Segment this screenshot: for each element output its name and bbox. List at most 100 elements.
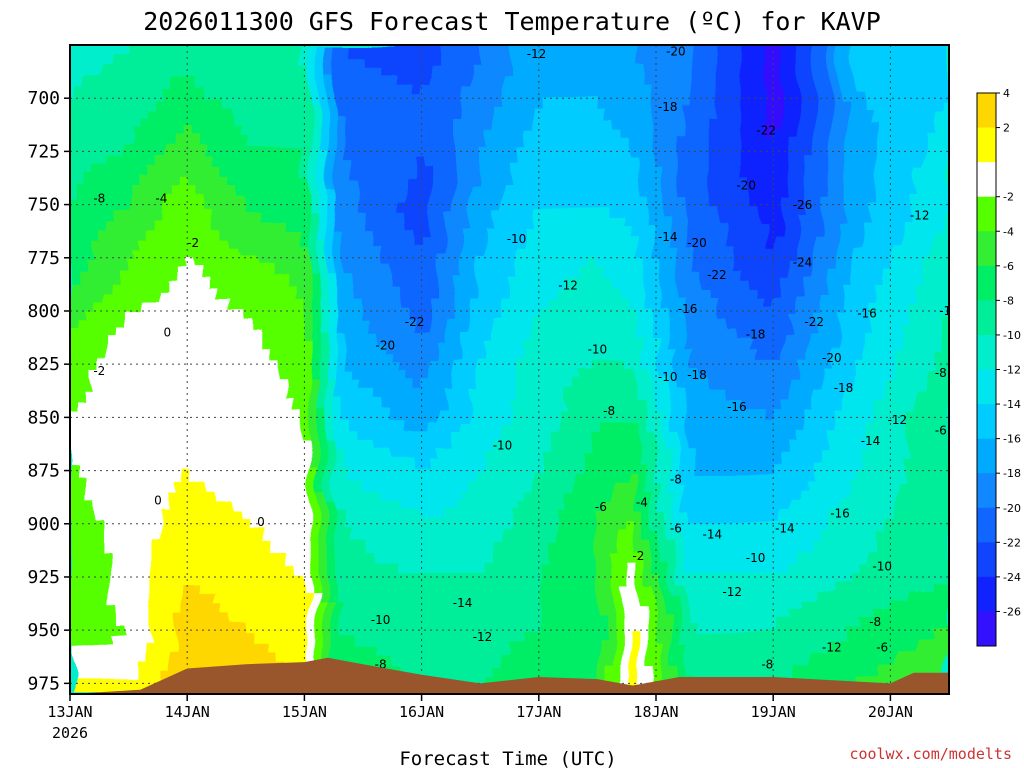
field-cell bbox=[429, 359, 439, 371]
field-cell bbox=[493, 339, 503, 350]
field-cell bbox=[253, 85, 263, 97]
field-cell bbox=[133, 582, 143, 594]
field-cell bbox=[165, 45, 175, 56]
field-cell bbox=[581, 288, 591, 300]
field-cell bbox=[445, 115, 455, 127]
field-cell bbox=[637, 491, 646, 502]
field-cell bbox=[157, 308, 167, 320]
field-cell bbox=[565, 75, 575, 87]
field-cell bbox=[549, 582, 559, 594]
field-cell bbox=[605, 379, 614, 391]
field-cell bbox=[149, 95, 159, 107]
field-cell bbox=[413, 288, 423, 300]
field-cell bbox=[245, 572, 255, 584]
field-cell bbox=[453, 85, 463, 97]
field-cell bbox=[517, 653, 527, 665]
field-cell bbox=[277, 65, 287, 77]
field-cell bbox=[413, 197, 423, 208]
field-cell bbox=[117, 673, 127, 685]
field-cell bbox=[517, 643, 527, 655]
field-cell bbox=[221, 247, 231, 259]
field-cell bbox=[429, 552, 439, 563]
field-cell bbox=[477, 623, 487, 634]
field-cell bbox=[229, 339, 239, 350]
field-cell bbox=[597, 298, 606, 310]
field-cell bbox=[109, 105, 119, 117]
field-cell bbox=[349, 410, 359, 421]
field-cell bbox=[341, 166, 351, 178]
field-cell bbox=[237, 562, 247, 573]
field-cell bbox=[293, 369, 303, 381]
field-cell bbox=[669, 288, 678, 300]
field-cell bbox=[269, 349, 279, 360]
field-cell bbox=[413, 663, 423, 675]
field-cell bbox=[117, 369, 127, 381]
field-cell bbox=[661, 207, 670, 218]
field-cell bbox=[629, 399, 638, 411]
field-cell bbox=[677, 440, 686, 452]
field-cell bbox=[189, 126, 199, 137]
field-cell bbox=[309, 470, 319, 482]
field-cell bbox=[541, 440, 551, 452]
field-cell bbox=[253, 420, 263, 431]
field-cell bbox=[557, 592, 567, 604]
field-cell bbox=[605, 288, 614, 300]
field-cell bbox=[173, 521, 183, 533]
field-cell bbox=[109, 683, 119, 694]
field-cell bbox=[589, 552, 598, 563]
field-cell bbox=[501, 612, 511, 624]
field-cell bbox=[677, 257, 686, 269]
field-cell bbox=[581, 531, 591, 543]
field-cell bbox=[341, 197, 351, 208]
field-cell bbox=[477, 95, 487, 107]
field-cell bbox=[373, 369, 383, 381]
field-cell bbox=[93, 146, 103, 158]
field-cell bbox=[325, 612, 335, 624]
field-cell bbox=[669, 582, 678, 594]
field-cell bbox=[309, 186, 319, 198]
field-cell bbox=[453, 237, 463, 249]
field-cell bbox=[293, 85, 303, 97]
field-cell bbox=[141, 612, 151, 624]
field-cell bbox=[429, 247, 439, 259]
field-cell bbox=[309, 105, 319, 117]
field-cell bbox=[573, 298, 583, 310]
field-cell bbox=[181, 399, 191, 411]
field-cell bbox=[133, 339, 143, 350]
field-cell bbox=[405, 186, 415, 198]
field-cell bbox=[557, 460, 567, 472]
field-cell bbox=[237, 268, 247, 279]
field-cell bbox=[477, 450, 487, 462]
field-cell bbox=[149, 156, 159, 168]
field-cell bbox=[445, 410, 455, 421]
field-cell bbox=[269, 481, 279, 492]
field-cell bbox=[317, 45, 327, 56]
field-cell bbox=[517, 389, 527, 401]
field-cell bbox=[653, 379, 662, 391]
field-cell bbox=[413, 55, 423, 66]
field-cell bbox=[541, 450, 551, 462]
field-cell bbox=[421, 156, 431, 168]
field-cell bbox=[629, 115, 638, 127]
field-cell bbox=[413, 420, 423, 431]
field-cell bbox=[317, 95, 327, 107]
field-cell bbox=[453, 481, 463, 492]
field-cell bbox=[437, 450, 447, 462]
field-cell bbox=[213, 552, 223, 563]
field-cell bbox=[509, 105, 519, 117]
field-cell bbox=[237, 379, 247, 391]
field-cell bbox=[125, 166, 135, 178]
field-cell bbox=[509, 420, 519, 431]
field-cell bbox=[253, 430, 263, 442]
field-cell bbox=[589, 186, 598, 198]
field-cell bbox=[229, 633, 239, 644]
field-cell bbox=[205, 410, 215, 421]
field-cell bbox=[605, 673, 614, 685]
field-cell bbox=[661, 572, 670, 584]
field-cell bbox=[485, 552, 495, 563]
field-cell bbox=[301, 247, 311, 259]
field-cell bbox=[669, 328, 678, 340]
field-cell bbox=[285, 339, 295, 350]
field-cell bbox=[557, 501, 567, 513]
field-cell bbox=[333, 369, 343, 381]
